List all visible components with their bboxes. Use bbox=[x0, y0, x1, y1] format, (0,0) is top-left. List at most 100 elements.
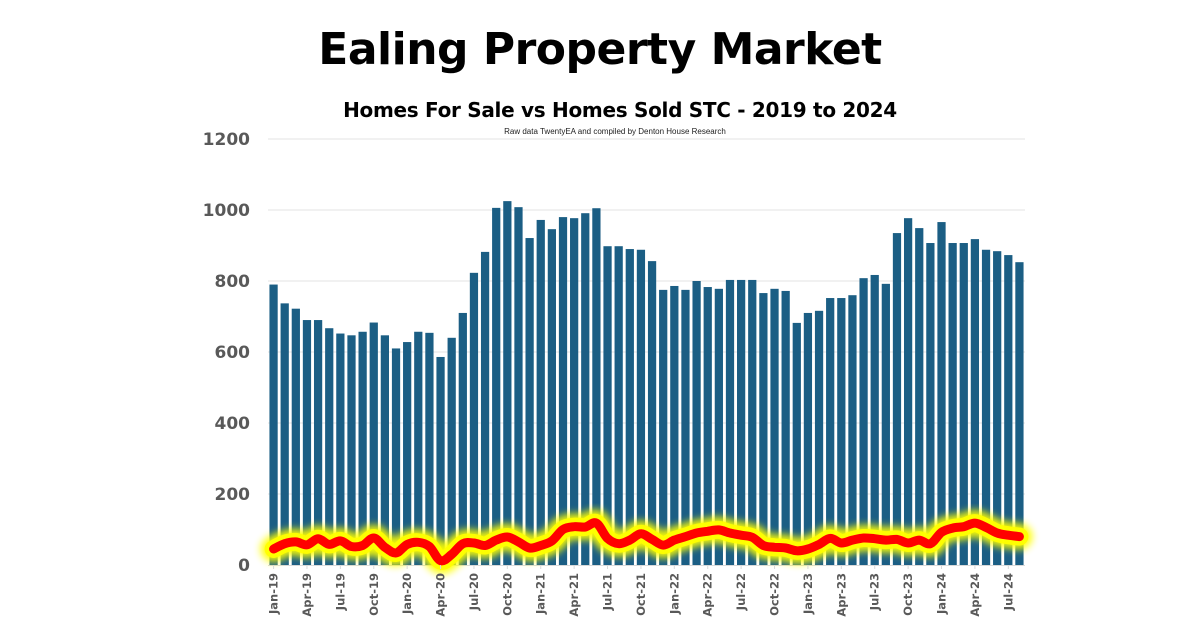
bar bbox=[269, 284, 278, 565]
bar bbox=[291, 308, 300, 565]
x-tick-label: Apr-21 bbox=[567, 573, 581, 617]
bar bbox=[347, 335, 356, 565]
bar bbox=[414, 331, 423, 565]
bar bbox=[391, 348, 401, 565]
bar bbox=[692, 281, 701, 565]
bar bbox=[759, 293, 768, 565]
bar bbox=[469, 272, 479, 565]
bar bbox=[826, 298, 835, 565]
bar bbox=[325, 328, 334, 565]
x-axis: Jan-19 Apr-19 Jul-19 Oct-19 Jan-20 Apr-20 Jul-… bbox=[267, 565, 1015, 617]
x-tick-label: Jan-22 bbox=[667, 573, 681, 615]
bar bbox=[681, 289, 690, 565]
bar bbox=[781, 290, 790, 565]
y-tick-label: 400 bbox=[215, 414, 251, 434]
chart-subtitle: Homes For Sale vs Homes Sold STC - 2019 … bbox=[343, 98, 897, 122]
bar bbox=[993, 251, 1002, 565]
x-tick-label: Apr-23 bbox=[834, 573, 848, 617]
bar bbox=[280, 303, 289, 565]
bar bbox=[547, 229, 556, 566]
x-tick-label: Apr-22 bbox=[701, 573, 715, 617]
bar bbox=[636, 249, 646, 565]
x-tick-label: Jul-24 bbox=[1001, 573, 1015, 611]
bar bbox=[737, 279, 746, 565]
bar bbox=[970, 239, 980, 566]
bar bbox=[803, 312, 813, 565]
x-tick-label: Jan-20 bbox=[400, 573, 414, 615]
x-tick-label: Jan-19 bbox=[267, 573, 281, 615]
x-tick-label: Oct-21 bbox=[634, 573, 648, 616]
x-tick-label: Jan-21 bbox=[534, 573, 548, 615]
source-note: Raw data TwentyEA and compiled by Denton… bbox=[504, 127, 726, 136]
bar bbox=[792, 322, 801, 565]
bar bbox=[447, 337, 456, 565]
y-tick-label: 800 bbox=[215, 272, 251, 292]
bar bbox=[581, 213, 590, 565]
bar bbox=[558, 217, 568, 565]
bar bbox=[592, 208, 601, 565]
bar bbox=[302, 320, 312, 565]
y-tick-label: 600 bbox=[215, 343, 251, 363]
bar bbox=[748, 279, 757, 565]
x-tick-label: Jan-24 bbox=[935, 573, 949, 615]
x-tick-label: Jul-21 bbox=[601, 573, 615, 611]
bar bbox=[313, 320, 323, 565]
bar bbox=[915, 228, 924, 566]
y-axis: 0 200 400 600 800 1000 1200 bbox=[203, 130, 250, 576]
x-tick-label: Oct-22 bbox=[768, 573, 782, 616]
y-tick-label: 0 bbox=[238, 556, 250, 576]
x-tick-label: Jan-23 bbox=[801, 573, 815, 615]
y-tick-label: 200 bbox=[215, 485, 251, 505]
line-homes-sold-stc bbox=[260, 509, 1033, 574]
bar bbox=[725, 279, 735, 565]
bar bbox=[848, 295, 857, 565]
bar bbox=[603, 246, 612, 565]
y-tick-label: 1200 bbox=[203, 130, 250, 150]
x-tick-label: Jul-19 bbox=[333, 573, 347, 611]
bar bbox=[870, 274, 879, 565]
x-tick-label: Apr-20 bbox=[434, 573, 448, 617]
bar bbox=[492, 207, 501, 565]
bar bbox=[937, 222, 946, 565]
bar bbox=[959, 243, 968, 565]
bar bbox=[670, 285, 679, 565]
bar bbox=[948, 243, 957, 565]
bar bbox=[425, 332, 434, 565]
bar bbox=[703, 287, 712, 565]
bar bbox=[436, 356, 445, 565]
bar bbox=[903, 218, 913, 566]
bar bbox=[336, 333, 345, 565]
bar bbox=[458, 312, 467, 565]
bar bbox=[837, 298, 846, 565]
bar bbox=[503, 201, 512, 565]
x-tick-label: Jul-20 bbox=[467, 573, 481, 611]
x-tick-label: Jul-23 bbox=[868, 573, 882, 611]
x-tick-label: Apr-24 bbox=[968, 573, 982, 617]
y-tick-label: 1000 bbox=[203, 201, 250, 221]
bar bbox=[1015, 262, 1024, 565]
bar bbox=[570, 218, 579, 566]
bar bbox=[659, 289, 668, 565]
x-tick-label: Jul-22 bbox=[734, 573, 748, 611]
bar bbox=[480, 251, 490, 565]
bar bbox=[1004, 255, 1013, 565]
bar bbox=[926, 243, 935, 565]
bar bbox=[859, 278, 868, 565]
bar bbox=[514, 207, 523, 565]
bar bbox=[814, 310, 824, 565]
bar bbox=[614, 246, 623, 565]
x-tick-label: Oct-20 bbox=[500, 573, 514, 616]
bar bbox=[770, 288, 779, 565]
bar bbox=[881, 283, 890, 565]
bar bbox=[369, 322, 378, 565]
x-tick-label: Apr-19 bbox=[300, 573, 314, 617]
line-homes-sold bbox=[269, 518, 1024, 566]
bar bbox=[647, 261, 657, 565]
bar bbox=[981, 249, 991, 565]
bar bbox=[892, 233, 902, 565]
bar bbox=[403, 342, 412, 565]
bar bbox=[358, 331, 367, 565]
x-tick-label: Oct-23 bbox=[901, 573, 915, 616]
bar bbox=[380, 335, 390, 565]
